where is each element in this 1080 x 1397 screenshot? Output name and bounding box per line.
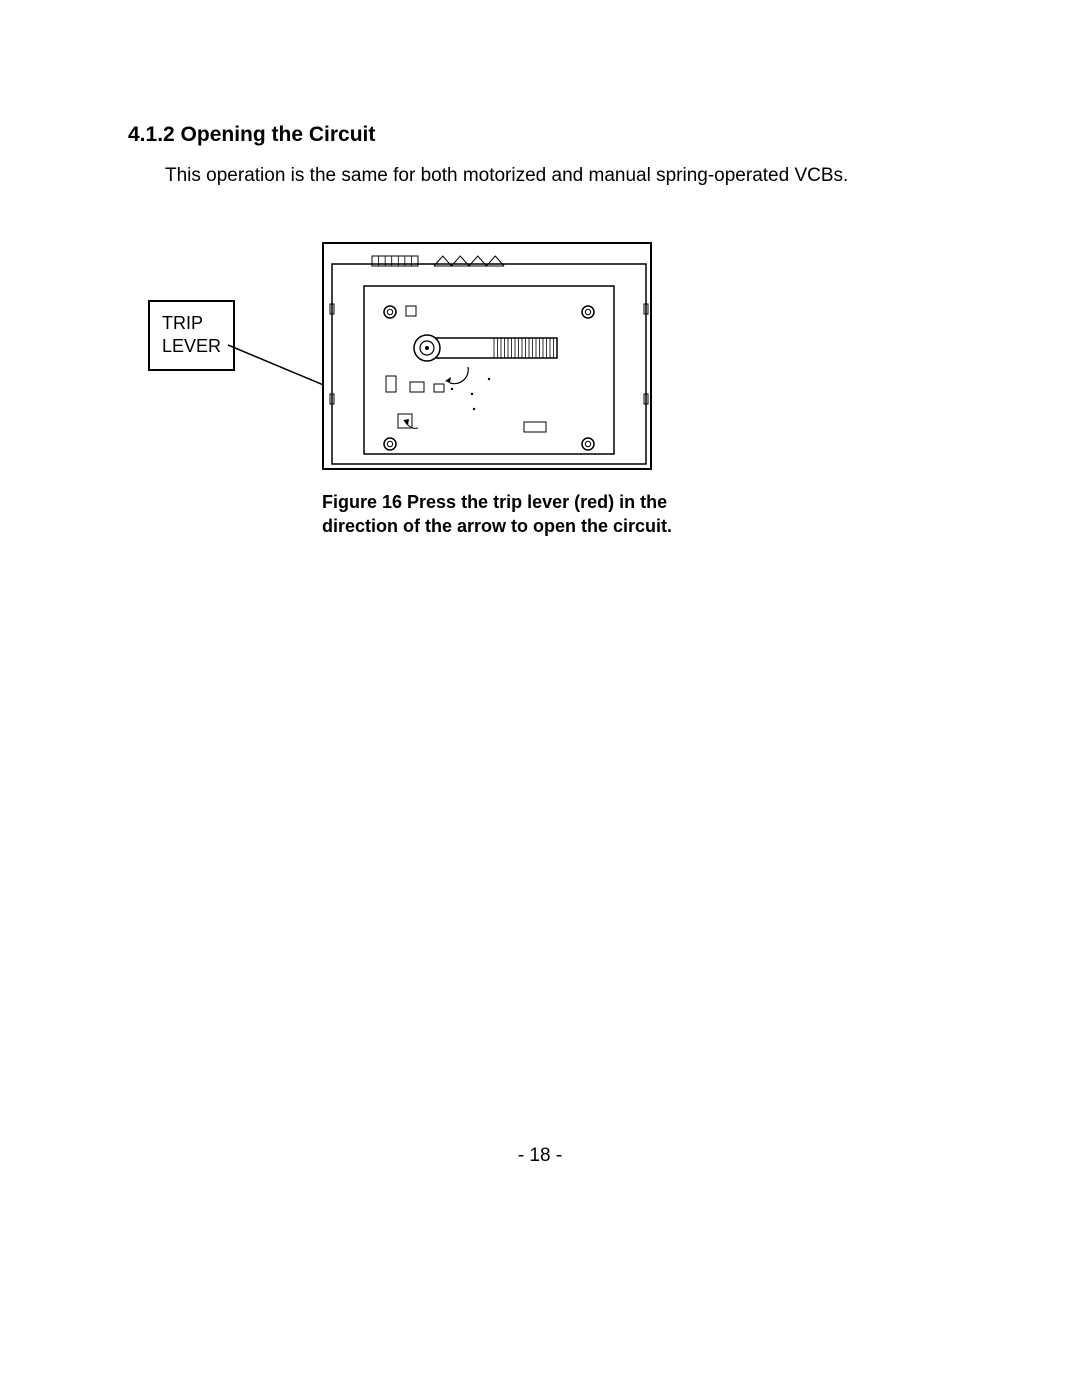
section-heading: 4.1.2 Opening the Circuit: [128, 123, 375, 147]
vcb-diagram: [322, 242, 652, 470]
vcb-diagram-svg-icon: [324, 244, 654, 472]
callout-line-1: TRIP: [162, 312, 221, 335]
page-number: - 18 -: [0, 1145, 1080, 1167]
figure-caption: Figure 16 Press the trip lever (red) in …: [322, 490, 732, 539]
trip-lever-callout: TRIP LEVER: [148, 300, 235, 371]
callout-line-2: LEVER: [162, 335, 221, 358]
body-paragraph: This operation is the same for both moto…: [165, 165, 848, 187]
page: 4.1.2 Opening the Circuit This operation…: [0, 0, 1080, 1397]
figure-area: TRIP LEVER: [128, 242, 828, 522]
